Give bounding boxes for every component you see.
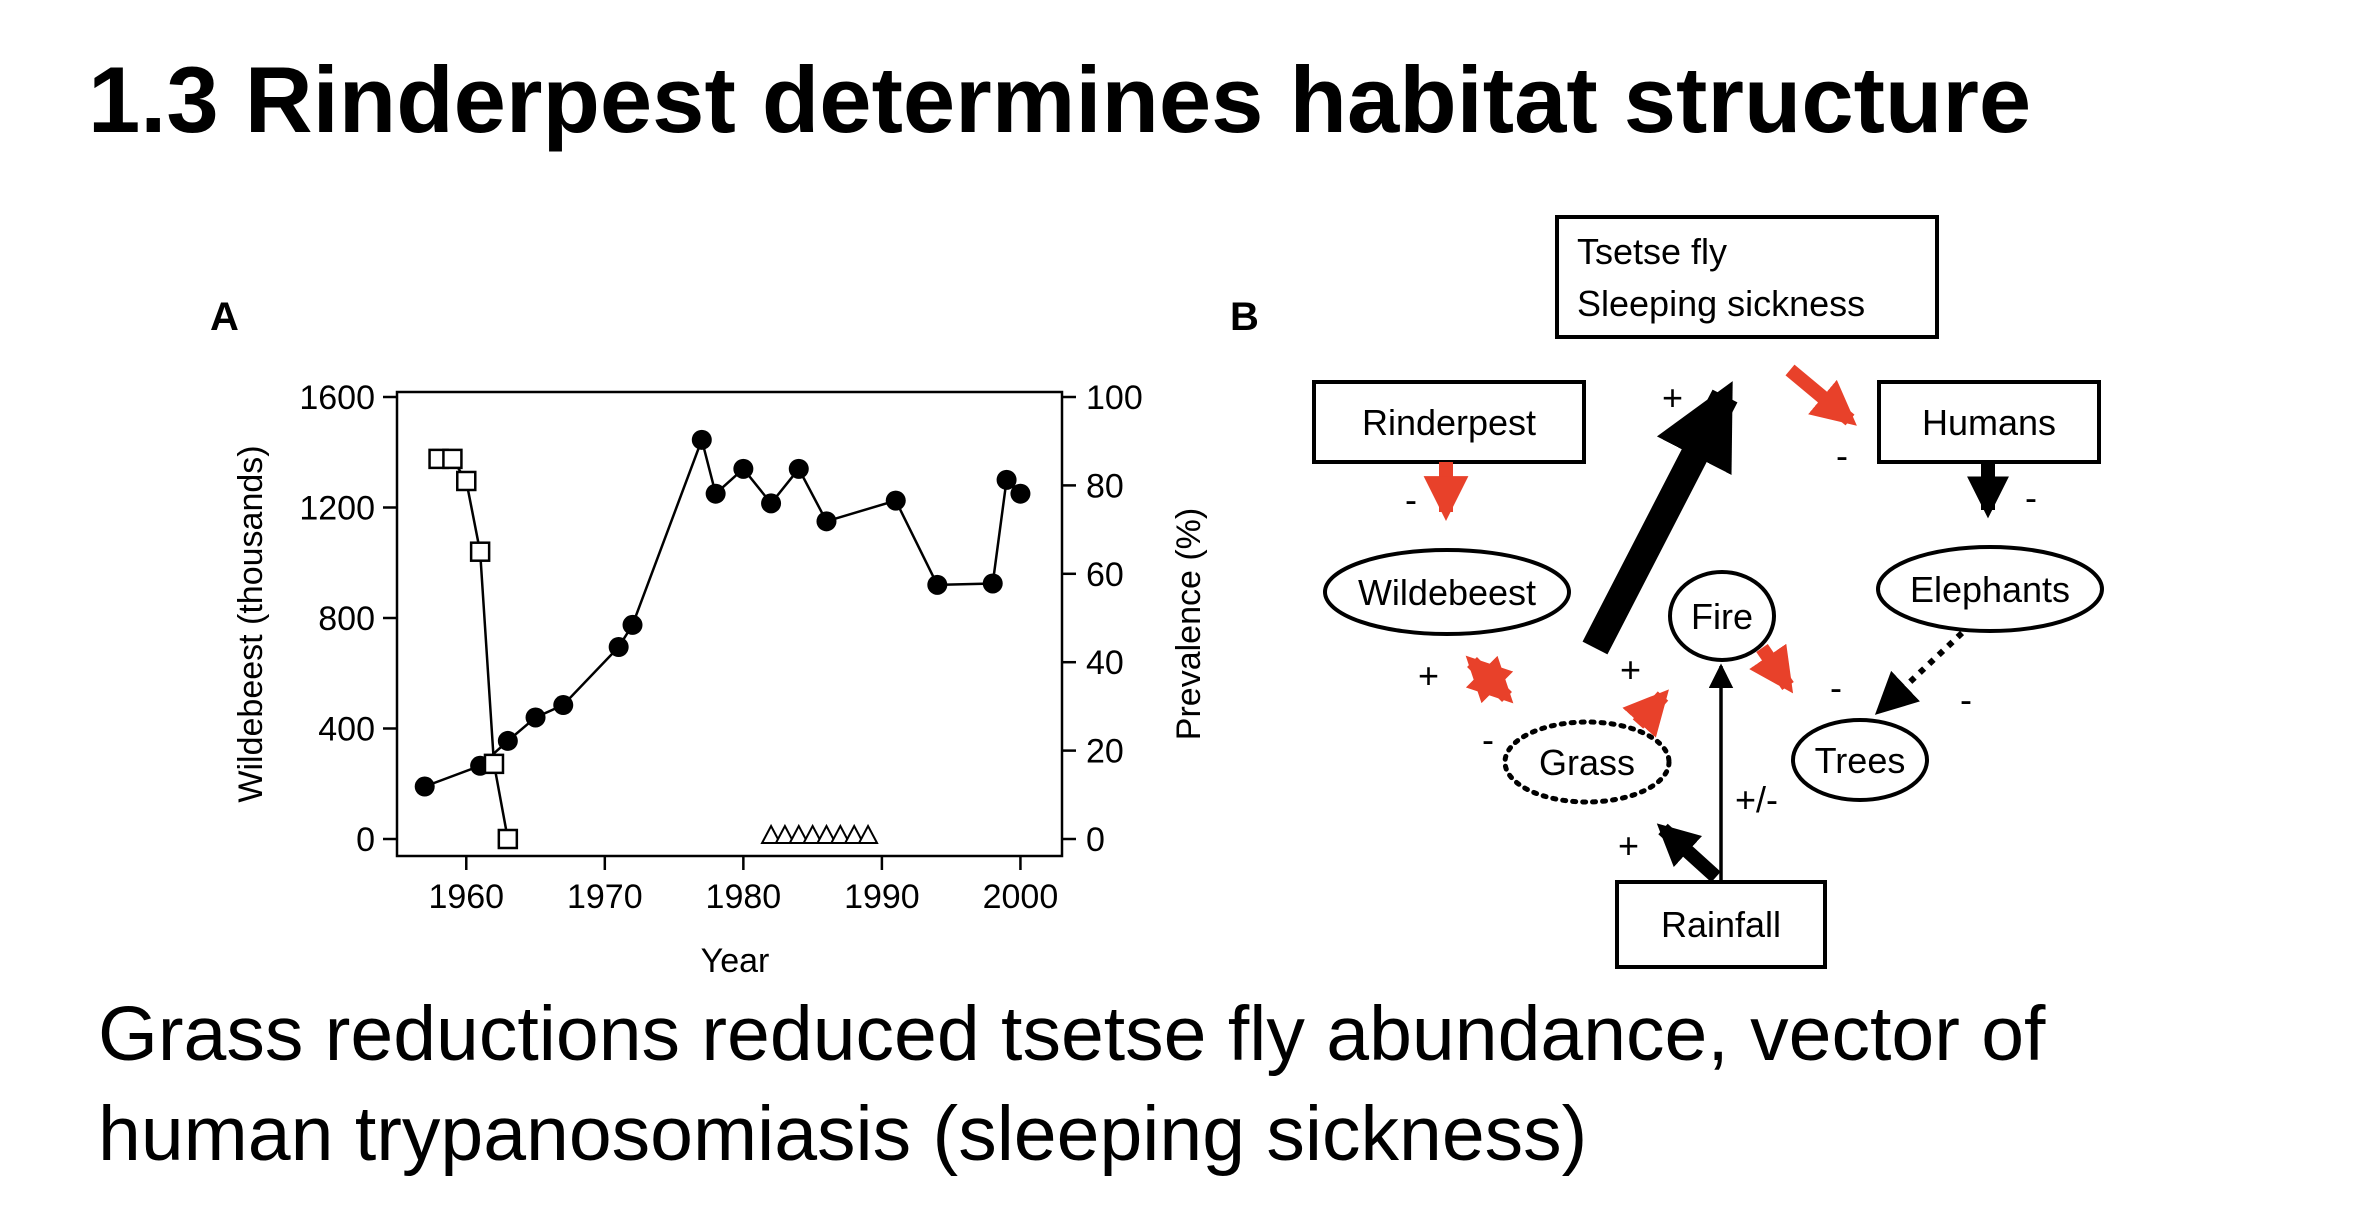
fire-label: Fire	[1691, 596, 1753, 637]
node-wildebeest: Wildebeest	[1323, 548, 1571, 636]
wildebeest-point	[788, 458, 809, 479]
caption-line-1: Grass reductions reduced tsetse fly abun…	[98, 991, 2046, 1077]
trees-label: Trees	[1815, 740, 1906, 781]
y-right-tick-label: 40	[1086, 644, 1124, 682]
prevalence-square-point	[483, 753, 505, 775]
prevalence-triangle-point	[788, 823, 810, 844]
arrow-grass-to-fire	[1622, 689, 1669, 738]
prevalence-square-point	[456, 470, 477, 492]
x-tick-label: 2000	[983, 878, 1059, 916]
sign-grass-to-tsetse: +	[1662, 377, 1683, 418]
humans-label: Humans	[1922, 402, 2056, 443]
y-axis-left-label: Wildebeest (thousands)	[232, 445, 270, 802]
arrow-tsetse-to-humans	[1785, 364, 1857, 426]
prevalence-triangle-point	[801, 823, 824, 844]
y-left-tick-label: 1200	[299, 490, 375, 528]
prevalence-square-point	[442, 448, 463, 470]
caption-line-2: human trypanosomiasis (sleeping sickness…	[98, 1091, 1588, 1177]
wildebeest-point	[927, 574, 948, 595]
wildebeest-point	[525, 707, 546, 728]
sign-tsetse-to-humans: -	[1836, 435, 1848, 476]
chart-series	[414, 429, 1031, 850]
x-tick-label: 1960	[428, 878, 504, 916]
node-trees: Trees	[1791, 718, 1929, 802]
arrow-wildebeest-grass	[1465, 655, 1514, 704]
prevalence-triangle-point	[815, 823, 838, 844]
rinderpest-label: Rinderpest	[1362, 402, 1536, 443]
x-axis-label: Year	[701, 942, 770, 980]
arrow-fire-to-trees	[1749, 643, 1794, 694]
wildebeest-point	[761, 493, 782, 514]
y-right-tick-label: 100	[1086, 379, 1143, 417]
y-right-tick-label: 20	[1086, 733, 1124, 771]
series-1-line	[438, 457, 510, 840]
sign-grass-to-fire: +	[1620, 649, 1641, 690]
wildebeest-point	[608, 637, 629, 658]
y-left-tick-label: 800	[318, 600, 375, 638]
y-left-tick-label: 0	[356, 821, 375, 859]
x-tick-label: 1980	[706, 878, 782, 916]
sign-humans-to-elephants: -	[2025, 477, 2037, 518]
node-humans: Humans	[1877, 380, 2101, 464]
sign-rainfall-to-grass: +	[1618, 825, 1639, 866]
wildebeest-label: Wildebeest	[1358, 572, 1536, 613]
arrow-elephants-to-trees	[1874, 630, 1965, 715]
tsetse-label-line2: Sleeping sickness	[1577, 283, 1865, 324]
prevalence-triangle-point	[857, 823, 879, 844]
y-right-tick-label: 60	[1086, 556, 1124, 594]
y-right-tick-label: 0	[1086, 821, 1105, 859]
wildebeest-point	[705, 483, 726, 504]
node-tsetse: Tsetse fly Sleeping sickness	[1555, 215, 1939, 339]
sign-elephants-to-trees: -	[1960, 679, 1972, 720]
wildebeest-point	[622, 614, 643, 635]
wildebeest-point	[885, 490, 906, 511]
prevalence-triangle-point	[774, 823, 796, 844]
wildebeest-point	[414, 776, 435, 797]
node-elephants: Elephants	[1876, 545, 2104, 633]
sign-fire-to-trees: -	[1830, 667, 1842, 708]
wildebeest-point	[733, 458, 754, 479]
wildebeest-point	[497, 730, 518, 751]
wildebeest-point	[816, 511, 837, 532]
sign-grass-to-wildebeest: -	[1482, 719, 1494, 760]
y-axis-right-label: Prevalence (%)	[1170, 508, 1208, 740]
habitat-diagram: B Tsetse fly Sleeping sickness Rinderpes…	[1230, 215, 2104, 969]
sign-rainfall-to-fire: +/-	[1735, 779, 1778, 820]
node-rinderpest: Rinderpest	[1312, 380, 1586, 464]
y-left-tick-label: 400	[318, 711, 375, 749]
prevalence-square-point	[469, 541, 491, 562]
slide-caption: Grass reductions reduced tsetse fly abun…	[98, 984, 2298, 1184]
sign-wildebeest-to-grass: +	[1418, 655, 1439, 696]
wildebeest-prevalence-chart: A 1960 1970 1980 1990 2000 0 400 800 1200 1600 0 20…	[210, 295, 1208, 980]
sign-rinderpest-to-wildebeest: -	[1405, 479, 1417, 520]
grass-label: Grass	[1539, 742, 1635, 783]
node-rainfall: Rainfall	[1615, 880, 1827, 969]
chart-panel-label: A	[210, 295, 239, 339]
y-right-tick-label: 80	[1086, 467, 1124, 505]
y-left-tick-label: 1600	[299, 379, 375, 417]
slide-title: 1.3 Rinderpest determines habitat struct…	[88, 47, 2032, 152]
node-fire: Fire	[1668, 570, 1776, 662]
x-tick-label: 1990	[844, 878, 920, 916]
prevalence-square-point	[497, 828, 519, 850]
wildebeest-point	[996, 469, 1017, 490]
elephants-label: Elephants	[1910, 569, 2070, 610]
node-grass: Grass	[1502, 719, 1672, 805]
chart-ticks: 1960 1970 1980 1990 2000 0 400 800 1200 1600 0 20 40…	[299, 379, 1142, 916]
arrow-rainfall-to-grass	[1656, 823, 1721, 883]
arrow-grass-to-tsetse	[1582, 381, 1738, 655]
plot-frame	[395, 390, 1064, 858]
x-tick-label: 1970	[567, 878, 643, 916]
wildebeest-point	[691, 429, 712, 450]
rainfall-label: Rainfall	[1661, 904, 1781, 945]
wildebeest-point	[553, 695, 574, 716]
wildebeest-point	[982, 573, 1003, 594]
prevalence-triangle-point	[760, 823, 782, 844]
wildebeest-point	[1010, 483, 1031, 504]
tsetse-label-line1: Tsetse fly	[1577, 231, 1727, 272]
prevalence-triangle-point	[829, 823, 851, 844]
prevalence-triangle-point	[843, 823, 865, 844]
figure: A 1960 1970 1980 1990 2000 0 400 800 1200 1600 0 20…	[210, 215, 2104, 980]
diagram-panel-label: B	[1230, 295, 1259, 339]
